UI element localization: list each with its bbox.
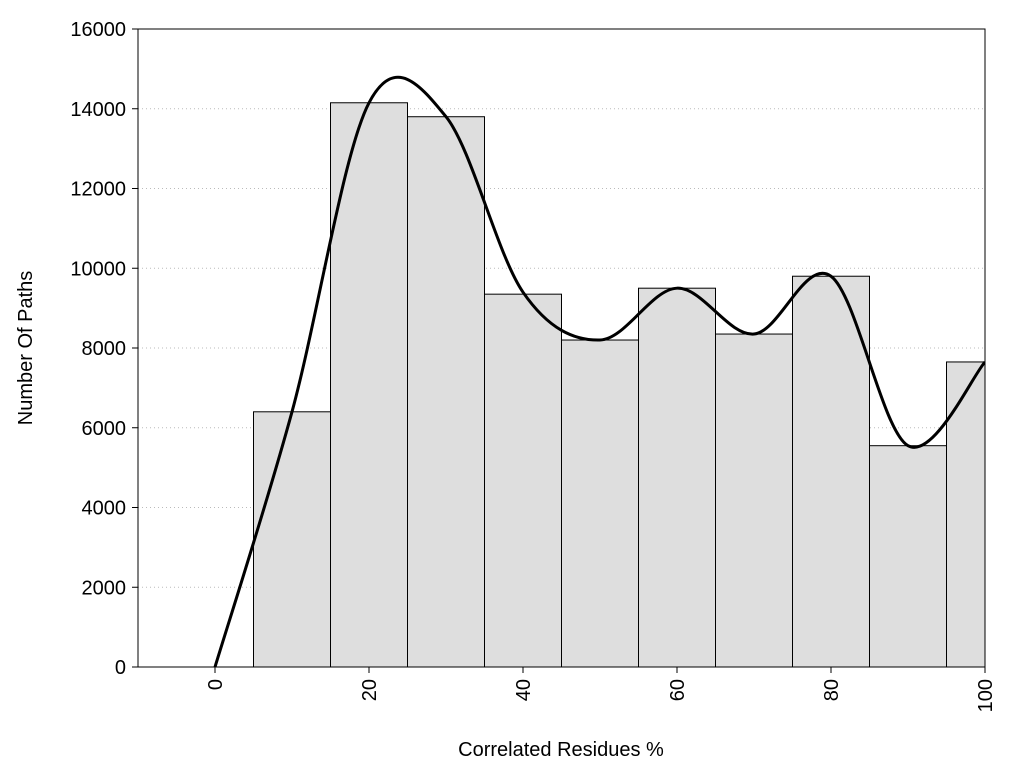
bar (792, 275, 870, 667)
x-tick-label: 100 (975, 679, 997, 712)
x-tick-label: 60 (667, 679, 689, 701)
y-tick-label: 8000 (82, 338, 127, 360)
y-tick-label: 14000 (70, 99, 126, 121)
x-tick-label: 40 (513, 679, 535, 701)
bar (330, 102, 408, 667)
bar (407, 116, 485, 667)
y-tick-label: 12000 (70, 179, 126, 201)
bar (869, 445, 947, 667)
bar (561, 339, 639, 667)
y-tick-label: 6000 (82, 418, 127, 440)
bar (715, 333, 793, 667)
y-axis-label: Number Of Paths (15, 271, 37, 426)
x-tick-label: 80 (821, 679, 843, 701)
plot-frame (137, 28, 986, 668)
y-tick-label: 0 (115, 657, 126, 679)
bar (638, 287, 716, 667)
density-curve (213, 76, 985, 667)
x-tick-label: 20 (359, 679, 381, 701)
y-tick-label: 16000 (70, 19, 126, 41)
bar (484, 293, 562, 667)
plot-area (213, 76, 985, 667)
y-tick-label: 2000 (82, 577, 127, 599)
x-axis-label: Correlated Residues % (458, 739, 664, 761)
y-tick-label: 4000 (82, 498, 127, 520)
x-tick-label: 0 (205, 679, 227, 690)
bar (253, 411, 331, 667)
y-tick-label: 10000 (70, 258, 126, 280)
